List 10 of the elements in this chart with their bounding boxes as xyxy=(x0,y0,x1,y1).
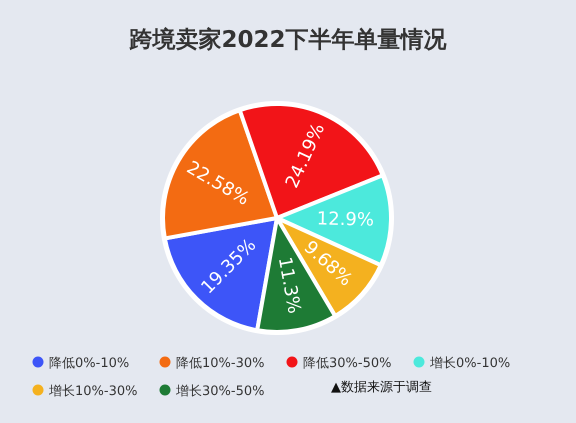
legend-label: 增长0%-10% xyxy=(429,356,510,371)
data-label: 11.3% xyxy=(274,255,305,316)
chart-title: 跨境卖家2022下半年单量情况 xyxy=(128,26,448,53)
legend-label: 降低30%-50% xyxy=(303,356,392,371)
legend-label: 增长10%-30% xyxy=(48,384,138,399)
data-label: 12.9% xyxy=(316,208,374,231)
legend-label: 降低10%-30% xyxy=(176,356,264,371)
text: ▲数据来源于调查 xyxy=(331,380,432,395)
legend-label: 增长30%-50% xyxy=(175,384,264,399)
legend-label: 降低0%-10% xyxy=(49,356,130,371)
